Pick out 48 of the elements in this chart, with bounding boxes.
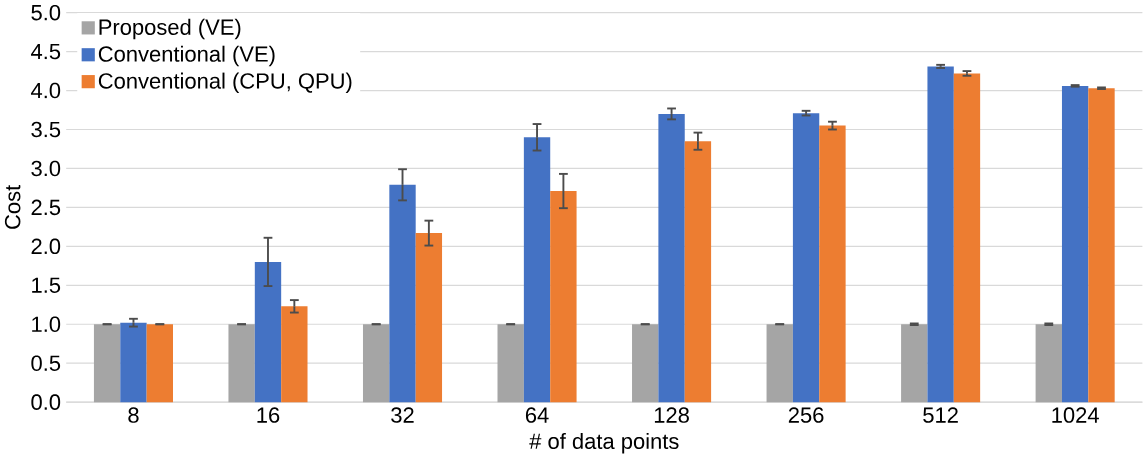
y-tick-label: 0.0 [31, 394, 61, 410]
bar [497, 324, 524, 403]
bar [362, 324, 390, 403]
legend-label: Proposed (VE) [99, 18, 241, 40]
bar [93, 324, 121, 403]
bar [1061, 85, 1089, 403]
bar [632, 324, 659, 403]
bar [684, 141, 712, 403]
x-tick-label: 256 [788, 407, 824, 423]
y-tick-label: 4.0 [31, 82, 61, 99]
x-tick-label: 128 [654, 407, 689, 423]
y-tick-label: 1.0 [32, 316, 61, 332]
x-tick-label: 16 [257, 407, 280, 423]
bar [953, 73, 981, 403]
legend-label: Conventional (VE) [98, 45, 275, 67]
legend-label: Conventional (CPU, QPU) [98, 72, 352, 93]
bar [766, 324, 793, 403]
bar [1035, 324, 1062, 403]
bar [415, 232, 443, 403]
bar [792, 113, 820, 403]
y-tick-label: 0.5 [31, 355, 61, 371]
x-tick-label: 1024 [1052, 407, 1099, 423]
bar [254, 261, 282, 403]
bar [658, 113, 685, 403]
y-tick-label: 4.5 [31, 43, 61, 60]
y-tick-label: 2.5 [31, 199, 61, 216]
x-tick-label: 512 [923, 407, 958, 423]
bar [523, 137, 551, 403]
bar [819, 125, 846, 403]
x-tick-label: 64 [525, 407, 549, 423]
y-tick-label: 1.5 [32, 277, 61, 293]
y-tick-label: 3.0 [31, 160, 61, 177]
x-tick-label: 32 [391, 407, 414, 423]
bar [901, 324, 928, 403]
bar [228, 324, 255, 403]
bar [927, 66, 954, 403]
y-tick-label: 5.0 [31, 4, 61, 21]
bar [389, 184, 416, 403]
y-tick-label: 3.5 [31, 121, 61, 138]
x-axis-title: # of data points [529, 432, 679, 454]
x-tick-label: 8 [128, 407, 139, 423]
bar [550, 190, 577, 403]
bar [146, 324, 173, 403]
bar [120, 322, 147, 403]
bar [281, 306, 308, 403]
y-axis-title: Cost [4, 184, 21, 229]
bar [1088, 88, 1115, 403]
y-tick-label: 2.0 [31, 238, 61, 254]
